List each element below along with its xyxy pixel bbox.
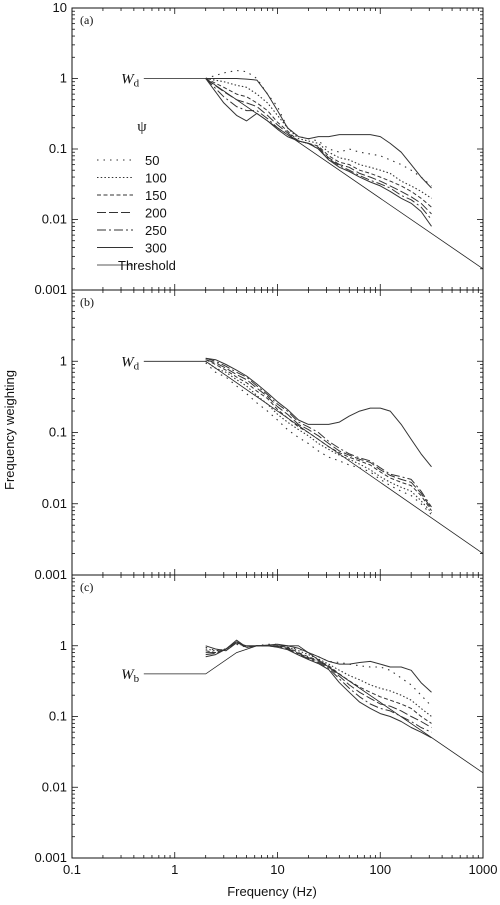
reference-curve-label: Wb (121, 667, 140, 685)
y-tick-label: 0.001 (34, 282, 67, 297)
x-tick-label: 10 (270, 862, 284, 877)
panel-label: (a) (80, 13, 93, 27)
series-threshold (143, 360, 484, 554)
plot-frame (71, 289, 484, 576)
y-tick-label: 0.1 (49, 709, 67, 724)
series-300b (205, 642, 432, 693)
panel-b: 0.001 0.01 0.1 1 (b) Wd (34, 289, 484, 582)
series-100 (205, 77, 432, 199)
reference-curve-label: Wd (121, 354, 140, 372)
series-300 (205, 357, 432, 468)
axis-ticks (71, 7, 484, 291)
reference-curve-symbol: W (121, 354, 135, 370)
y-tick-label: 10 (53, 0, 67, 15)
series-threshold (143, 78, 484, 270)
series-50 (205, 69, 432, 187)
plot-frame (71, 7, 484, 291)
y-tick-label: 0.001 (34, 567, 67, 582)
panel-a: 0.001 0.01 0.1 1 10 (a) Wd (34, 0, 484, 297)
series-100 (205, 642, 432, 717)
x-tick-label: 0.1 (63, 862, 81, 877)
legend-label-100: 100 (145, 171, 167, 186)
reference-curve-symbol: W (121, 72, 135, 88)
series-250 (205, 357, 432, 508)
series-150 (205, 359, 432, 511)
legend-label-250: 250 (145, 223, 167, 238)
panel-label: (c) (80, 580, 93, 594)
legend-label-200: 200 (145, 206, 167, 221)
series-50 (205, 643, 432, 707)
legend-label-50: 50 (145, 153, 159, 168)
axis-ticks (71, 574, 484, 859)
series-threshold (143, 645, 484, 774)
axis-ticks (71, 289, 484, 576)
y-tick-label: 1 (60, 638, 67, 653)
series-200 (205, 359, 432, 510)
series-250 (205, 641, 432, 733)
reference-curve-label: Wd (121, 72, 140, 90)
series-150 (205, 78, 432, 208)
reference-curve-subscript: d (134, 360, 140, 372)
x-tick-label: 100 (369, 862, 391, 877)
series-100 (205, 360, 432, 514)
panel-label: (b) (80, 295, 94, 309)
series-200 (205, 78, 432, 215)
series-150 (205, 642, 432, 724)
reference-curve-symbol: W (121, 667, 135, 683)
y-tick-label: 0.01 (42, 496, 67, 511)
legend-label-150: 150 (145, 188, 167, 203)
reference-curve-subscript: b (134, 673, 140, 685)
series-300 (205, 639, 432, 739)
y-tick-label: 0.1 (49, 141, 67, 156)
y-tick-label: 0.01 (42, 779, 67, 794)
reference-curve-subscript: d (134, 78, 140, 90)
legend-label-300: 300 (145, 241, 167, 256)
legend: ψ 50 100 150 200 250 300 Threshold (97, 119, 176, 273)
series-300b (205, 78, 432, 189)
y-tick-label: 0.1 (49, 425, 67, 440)
legend-label-threshold: Threshold (118, 258, 176, 273)
legend-title: ψ (137, 119, 147, 135)
x-tick-label: 1000 (469, 862, 498, 877)
x-axis-title: Frequency (Hz) (227, 884, 317, 899)
y-tick-label: 0.01 (42, 212, 67, 227)
y-tick-label: 1 (60, 353, 67, 368)
y-axis-title: Frequency weighting (2, 370, 17, 490)
y-tick-label: 0.001 (34, 850, 67, 865)
y-tick-label: 1 (60, 71, 67, 86)
panel-c: 0.001 0.01 0.1 1 0.1 1 10 100 1000 (c) Wb (34, 574, 498, 877)
series-50 (205, 362, 432, 516)
series-300 (205, 78, 432, 227)
x-tick-label: 1 (171, 862, 178, 877)
